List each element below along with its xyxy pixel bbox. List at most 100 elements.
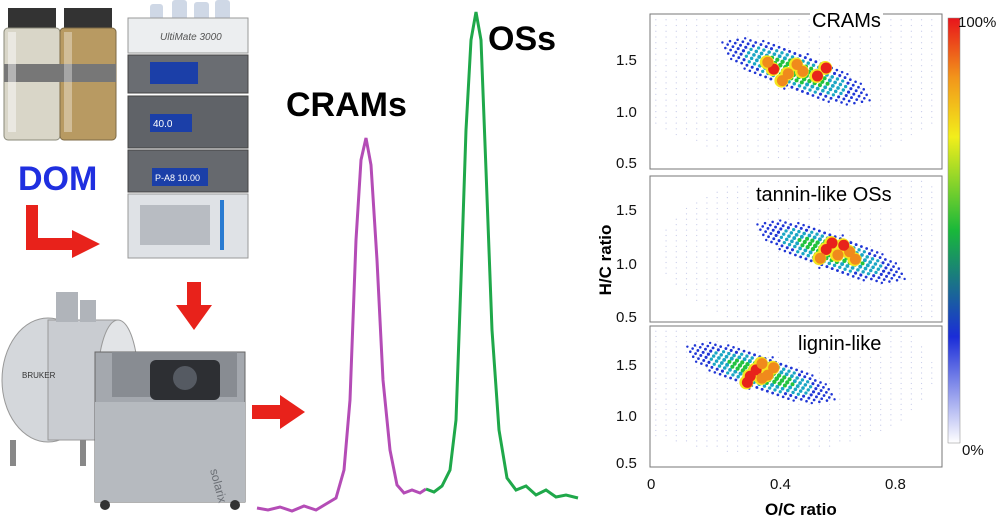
vk-point	[791, 390, 795, 395]
vk-point	[775, 242, 779, 246]
vk-point-bg	[716, 424, 718, 426]
vk-point-bg	[920, 372, 923, 374]
vk-point-bg	[900, 213, 902, 215]
vk-point-bg	[716, 393, 718, 395]
vk-point-bg	[767, 403, 769, 405]
vk-point-bg	[767, 213, 769, 215]
vk-point-bg	[880, 145, 882, 147]
vk-point-bg	[655, 88, 657, 90]
vk-point-bg	[808, 213, 810, 215]
vk-point	[735, 366, 740, 371]
vk-point-bg	[685, 105, 688, 107]
vk-point-bg	[767, 110, 769, 113]
vk-point-bg	[757, 288, 759, 291]
vk-point	[871, 265, 875, 270]
vk-point-bg	[757, 240, 759, 242]
vk-point-bg	[931, 186, 933, 188]
vk-point-bg	[890, 283, 892, 285]
vk-point-bg	[665, 414, 667, 416]
vk-point-bg	[665, 361, 667, 364]
vk-point	[729, 356, 734, 361]
vk-point-bg	[890, 251, 892, 253]
vk-point	[708, 341, 712, 345]
vk-point-bg	[920, 288, 923, 291]
vk-point-bg	[890, 19, 892, 21]
vk-point-bg	[655, 24, 657, 27]
vk-point-bg	[869, 408, 872, 411]
vk-point-bg	[655, 393, 657, 395]
vk-point-bg	[931, 361, 933, 364]
vk-point-bg	[696, 245, 698, 247]
vk-point-bg	[777, 351, 780, 353]
vk-point	[806, 52, 809, 56]
vk-point	[766, 226, 770, 230]
vk-point-bg	[716, 234, 718, 237]
vk-point	[811, 390, 816, 394]
vk-point-bg	[859, 180, 861, 183]
vk-point-bg	[910, 408, 912, 411]
vk-point-bg	[890, 294, 892, 296]
vk-point-bg	[818, 356, 820, 358]
vk-point-bg	[808, 367, 810, 369]
vk-point-bg	[808, 330, 810, 332]
vk-point-bg	[716, 341, 718, 343]
vk-point-bg	[900, 186, 902, 188]
vk-point	[779, 378, 785, 383]
vk-point	[822, 98, 825, 101]
vk-point	[734, 358, 740, 363]
vk-point-bg	[685, 367, 688, 369]
vk-point-bg	[808, 283, 810, 285]
vk-point-bg	[737, 450, 739, 452]
vk-point-bg	[737, 19, 739, 21]
vk-point	[771, 356, 774, 359]
vk-point-bg	[890, 42, 892, 44]
vk-point	[754, 49, 759, 54]
vk-point-bg	[675, 393, 677, 395]
vk-point-bg	[828, 47, 831, 50]
vk-point-bg	[747, 414, 749, 416]
vk-point-bg	[818, 224, 820, 226]
vk-point-bg	[726, 186, 728, 188]
vk-point	[776, 393, 780, 397]
vk-point-bg	[726, 435, 728, 437]
vk-point-bg	[706, 335, 708, 338]
vk-point-bg	[726, 251, 728, 253]
vk-point-bg	[839, 53, 841, 55]
vk-point	[709, 357, 713, 361]
vk-point-bg	[828, 403, 831, 405]
vk-point-bg	[767, 224, 769, 226]
vk-point-bg	[747, 335, 749, 338]
vk-point-bg	[920, 361, 923, 364]
vk-point-bg	[880, 330, 882, 332]
vk-point-bg	[839, 278, 841, 280]
vk-point	[806, 92, 810, 95]
vk-point-bg	[737, 202, 739, 204]
vk-point	[797, 84, 802, 88]
vk-point-bg	[675, 278, 677, 280]
vk-point-bg	[788, 30, 790, 32]
vk-point-bg	[696, 445, 698, 447]
vk-point-bg	[706, 82, 708, 84]
vk-point-bg	[788, 356, 790, 358]
vk-point-bg	[798, 19, 800, 21]
vk-point-bg	[859, 42, 861, 44]
vk-point-bg	[869, 65, 872, 67]
vk-point	[744, 54, 749, 58]
vk-point-bg	[747, 99, 749, 101]
vk-point-bg	[706, 218, 708, 220]
vk-point-bg	[798, 47, 800, 50]
vk-point-bg	[757, 283, 759, 285]
vk-point	[789, 223, 793, 226]
vk-point-bg	[828, 76, 831, 78]
vk-point-bg	[788, 19, 790, 21]
vk-point-bg	[655, 105, 657, 107]
vk-point-bg	[920, 82, 923, 84]
vk-point-bg	[808, 361, 810, 364]
vk-point-bg	[747, 234, 749, 237]
vk-point-bg	[777, 414, 780, 416]
vk-point-bg	[716, 414, 718, 416]
vk-point-bg	[777, 234, 780, 237]
vk-point-bg	[665, 272, 667, 274]
vk-point-bg	[747, 116, 749, 118]
vk-point-bg	[757, 82, 759, 84]
